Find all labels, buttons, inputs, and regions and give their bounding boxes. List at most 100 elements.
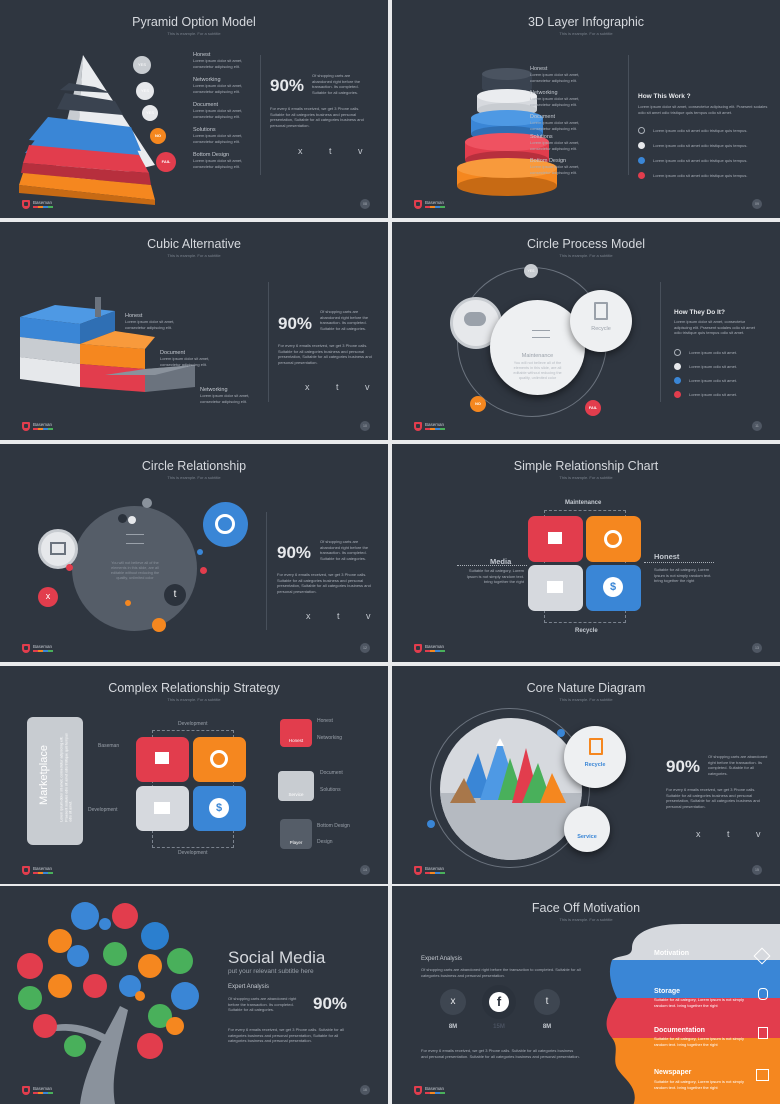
social-icons[interactable]: x t v (696, 829, 773, 839)
facebook-icon[interactable]: f (482, 985, 516, 1019)
page-number: 13 (752, 643, 762, 653)
maintenance-label: Maintenance (565, 500, 602, 506)
slide-subtitle: This is example. For a subtitle (559, 475, 613, 480)
level-item: Solutions Lorem ipsum dolor sit amet, con… (193, 127, 255, 152)
maintenance-circle (490, 300, 585, 395)
band-text: Suitable for all category, Lorem ipsum i… (654, 1079, 744, 1090)
layer-name: Networking (530, 90, 558, 96)
layer-labels: Honest Lorem ipsum dolor sit amet, consec… (530, 66, 600, 182)
recycle-label: Recycle (584, 762, 606, 768)
divider (628, 55, 629, 175)
dot-icon (638, 142, 645, 149)
right-label: Document (320, 770, 343, 776)
marketplace-text: Lorem ipsum dolor sit amet, consectetur … (59, 733, 73, 822)
no-badge: NO (470, 396, 486, 412)
band-text: Suitable for all category, Lorem ipsum i… (654, 997, 744, 1008)
slide-circle-process-model[interactable]: Circle Process Model This is example. Fo… (392, 222, 780, 440)
slide-cubic-alternative[interactable]: Cubic Alternative This is example. For a… (0, 222, 388, 440)
layer-stack-graphic (457, 68, 557, 196)
social-icons[interactable]: x t v (298, 146, 375, 156)
honest-text: Suitable for all category, Lorem Ipsum i… (654, 567, 712, 583)
t-badge: t (164, 584, 186, 606)
player-button[interactable]: Player (280, 819, 312, 849)
social-icons[interactable]: x t v (306, 611, 383, 621)
x-badge: x (38, 587, 58, 607)
slide-social-media[interactable]: Social Media put your relevant subtitle … (0, 886, 388, 1104)
stat-percent: 90% (666, 757, 701, 776)
layer-name: Bottom Design (530, 158, 567, 164)
yes-badge: YES (524, 264, 538, 278)
honest-label: Honest (654, 552, 680, 561)
check-row: Lorem ipsum odio sit amet odio tristique… (638, 172, 768, 180)
cube-label: Document Lorem ipsum dolor sit amet, cons… (160, 350, 210, 367)
logo: Baseman (22, 866, 62, 876)
logo: Baseman (22, 1086, 62, 1096)
badge-fail: FAIL (156, 152, 176, 172)
dollar-icon: $ (603, 577, 623, 597)
slide-core-nature-diagram[interactable]: Core Nature Diagram This is example. For… (392, 666, 780, 884)
level-desc: Lorem ipsum dolor sit amet, consectetur … (193, 108, 243, 119)
logo: Baseman (414, 644, 454, 654)
slide-3d-layer-infographic[interactable]: 3D Layer Infographic This is example. Fo… (392, 0, 780, 218)
page-number: 10 (360, 421, 370, 431)
slide-title: Core Nature Diagram (526, 681, 646, 695)
level-name: Honest (193, 52, 211, 58)
dollar-icon: $ (209, 798, 229, 818)
target-icon (210, 750, 228, 768)
how-text: Lorem ipsum dolor sit amet, consectetur … (674, 319, 755, 335)
level-desc: Lorem ipsum dolor sit amet, consectetur … (193, 58, 243, 69)
stat-body: For every 6 emails received, we get 3 Ph… (278, 343, 372, 365)
stat-text: Of shopping carts are abandoned right be… (708, 754, 768, 776)
slide-title: Simple Relationship Chart (513, 459, 659, 473)
slide-pyramid-option-model[interactable]: Pyramid Option Model This is example. Fo… (0, 0, 388, 218)
expert-label: Expert Analysis (421, 956, 463, 962)
slide-title: Cubic Alternative (147, 237, 241, 251)
layer-desc: Lorem ipsum dolor sit amet, consectetur … (530, 96, 580, 107)
band-title: Storage (654, 988, 681, 995)
recycle-circle (570, 290, 632, 352)
page-number: 16 (360, 1085, 370, 1095)
band-title: Newspaper (654, 1069, 692, 1076)
logo: Baseman (414, 866, 454, 876)
slide-circle-relationship[interactable]: Circle Relationship This is example. For… (0, 444, 388, 662)
how-title: How They Do It? (674, 309, 725, 316)
layer-item: Networking Lorem ipsum dolor sit amet, co… (530, 90, 600, 114)
layer-item: Document Lorem ipsum dolor sit amet, cons… (530, 114, 600, 134)
service-button[interactable]: Service (278, 771, 314, 801)
newspaper-icon (756, 1069, 769, 1081)
right-label: Networking (317, 735, 343, 741)
stat-value: 8M (448, 1024, 458, 1030)
level-item: Document Lorem ipsum dolor sit amet, cons… (193, 102, 255, 127)
dot (142, 498, 152, 508)
dotted-line (457, 565, 527, 566)
slide-complex-relationship-strategy[interactable]: Complex Relationship Strategy This is ex… (0, 666, 388, 884)
layer-desc: Lorem ipsum dolor sit amet, consectetur … (530, 72, 580, 83)
outer-ring (430, 708, 590, 868)
slide-title: Complex Relationship Strategy (108, 681, 280, 695)
target-icon (215, 514, 235, 534)
stat-percent: 90% (313, 994, 348, 1013)
newspaper-icon (50, 542, 66, 555)
pyramid-graphic (19, 55, 155, 205)
newspaper-circle (38, 529, 78, 569)
logo: Baseman (414, 200, 454, 210)
stat-body: For every 6 emails received, we get 3 Ph… (277, 572, 371, 594)
media-text: Suitable for all category, Lorem Ipsum i… (466, 568, 524, 584)
face-silhouette (606, 924, 780, 1104)
layer-name: Document (530, 114, 556, 120)
slide-title: Pyramid Option Model (132, 15, 256, 29)
honest-button[interactable]: Honest (280, 719, 312, 747)
level-item: Networking Lorem ipsum dolor sit amet, co… (193, 77, 255, 102)
logo: Baseman (414, 1086, 454, 1096)
gift-icon (548, 532, 562, 544)
slide-simple-relationship-chart[interactable]: Simple Relationship Chart This is exampl… (392, 444, 780, 662)
level-name: Bottom Design (193, 152, 230, 158)
social-icons[interactable]: x t v (305, 382, 382, 392)
sliders-icon (532, 330, 550, 338)
slide-face-off-motivation[interactable]: Face Off Motivation This is example. For… (392, 886, 780, 1104)
x-social-icon[interactable]: x (440, 989, 466, 1015)
page-number: 15 (752, 865, 762, 875)
check-icon (638, 157, 645, 164)
trash-icon (594, 302, 608, 320)
t-social-icon[interactable]: t (534, 989, 560, 1015)
